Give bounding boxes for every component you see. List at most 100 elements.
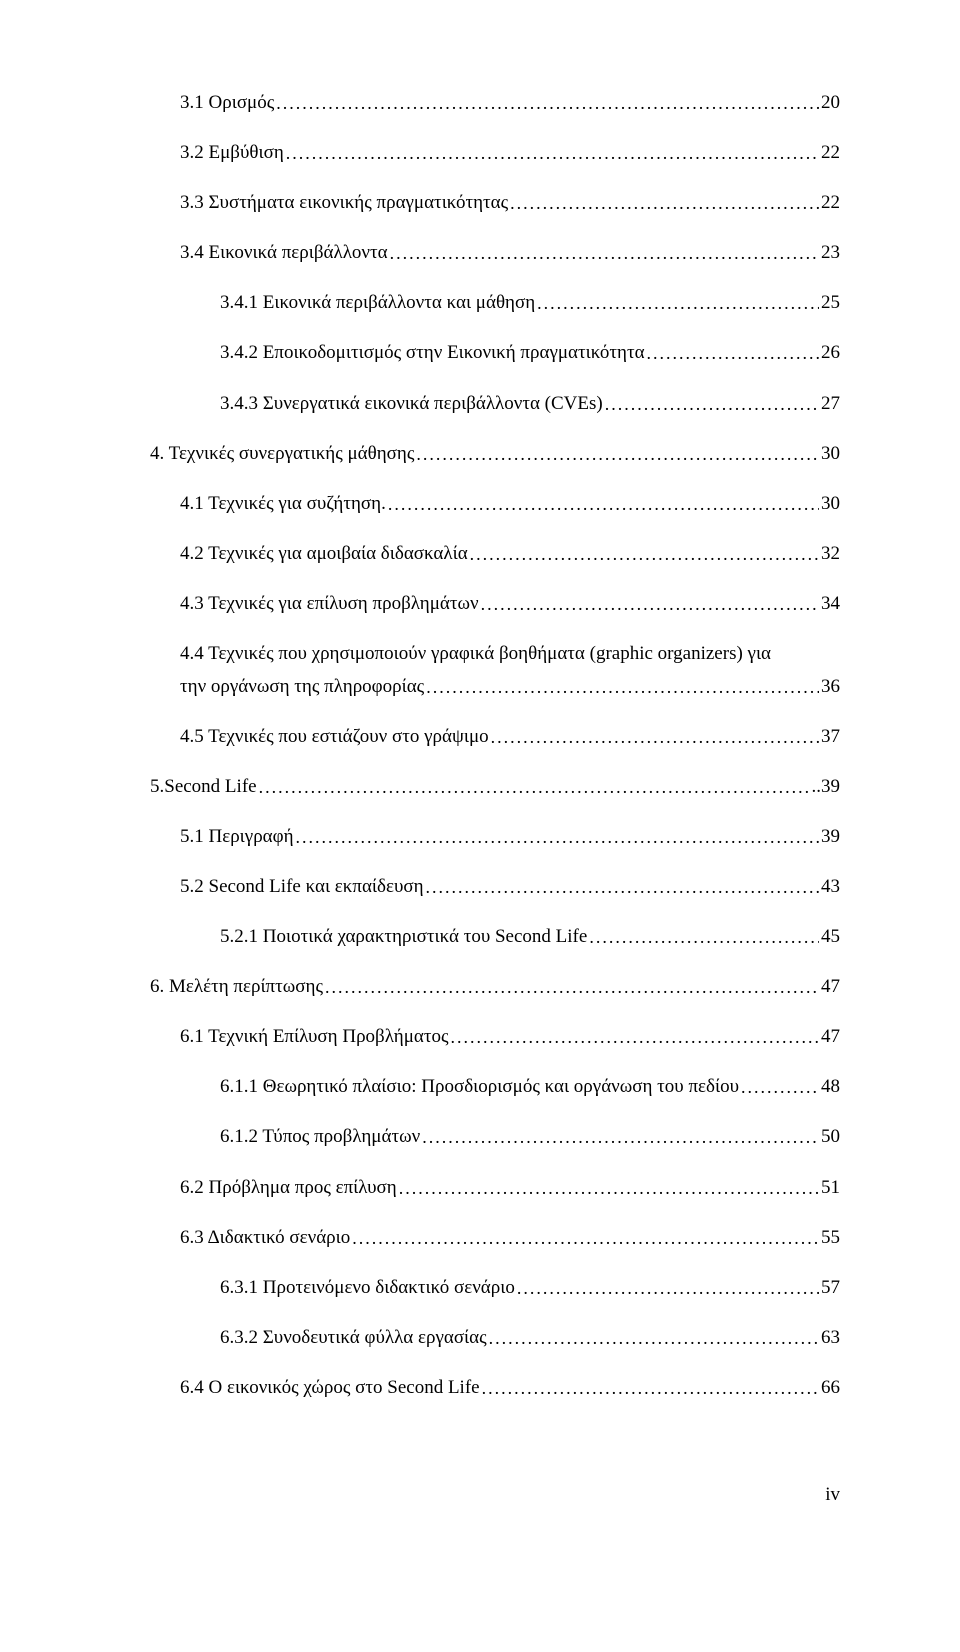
toc-page: 43 [821, 874, 840, 901]
toc-label: 4.4 Τεχνικές που χρησιμοποιούν γραφικά β… [180, 641, 840, 668]
toc-leader [537, 291, 819, 316]
toc-leader [286, 141, 819, 166]
toc-label: 3.3 Συστήματα εικονικής πραγματικότητας [180, 190, 508, 217]
toc-leader [388, 492, 819, 517]
toc-label: 5.Second Life [150, 774, 257, 801]
toc-page: 45 [821, 924, 840, 951]
toc-entry: 3.3 Συστήματα εικονικής πραγματικότητας 2… [150, 190, 840, 217]
toc-entry-line2: την οργάνωση της πληροφορίας 36 [180, 674, 840, 701]
toc-label: 6.2 Πρόβλημα προς επίλυση [180, 1175, 397, 1202]
toc-entry: 4.5 Τεχνικές που εστιάζουν στο γράψιμο 37 [150, 724, 840, 751]
toc-entry: 5.2.1 Ποιοτικά χαρακτηριστικά του Second… [150, 924, 840, 951]
toc-label: 3.4.3 Συνεργατικά εικονικά περιβάλλοντα … [220, 391, 603, 418]
toc-page: 25 [821, 290, 840, 317]
toc-page: 47 [821, 974, 840, 1001]
toc-page: 30 [821, 491, 840, 518]
toc-leader [517, 1276, 819, 1301]
toc-leader [647, 341, 819, 366]
toc-leader [489, 1326, 819, 1351]
toc-entry: 6.1.1 Θεωρητικό πλαίσιο: Προσδιορισμός κ… [150, 1074, 840, 1101]
toc-page: 22 [821, 190, 840, 217]
toc-label: 4.1 Τεχνικές για συζήτηση. [180, 491, 386, 518]
toc-entry: 4. Τεχνικές συνεργατικής μάθησης 30 [150, 441, 840, 468]
toc-entry: 5.1 Περιγραφή 39 [150, 824, 840, 851]
toc-entry: 6.4 Ο εικονικός χώρος στο Second Life 66 [150, 1375, 840, 1402]
toc-label: 4. Τεχνικές συνεργατικής μάθησης [150, 441, 414, 468]
toc-leader [390, 241, 819, 266]
toc-entry: 5.2 Second Life και εκπαίδευση 43 [150, 874, 840, 901]
toc-label: 4.2 Τεχνικές για αμοιβαία διδασκαλία [180, 541, 468, 568]
toc-entry: 4.3 Τεχνικές για επίλυση προβλημάτων 34 [150, 591, 840, 618]
toc-page: 22 [821, 140, 840, 167]
toc-page: 47 [821, 1024, 840, 1051]
toc-entry: 3.1 Ορισμός20 [150, 90, 840, 117]
toc-page: 51 [821, 1175, 840, 1202]
toc-label: 4.3 Τεχνικές για επίλυση προβλημάτων [180, 591, 479, 618]
toc-page: 20 [821, 90, 840, 117]
toc-entry: 6.3.1 Προτεινόμενο διδακτικό σενάριο 57 [150, 1275, 840, 1302]
toc-label: 6.1.1 Θεωρητικό πλαίσιο: Προσδιορισμός κ… [220, 1074, 739, 1101]
toc-page: 37 [821, 724, 840, 751]
toc-label: 5.1 Περιγραφή [180, 824, 294, 851]
toc-label: 5.2.1 Ποιοτικά χαρακτηριστικά του Second… [220, 924, 587, 951]
toc-label: 3.4.2 Εποικοδομιτισμός στην Εικονική πρα… [220, 340, 645, 367]
toc-entry: 6.3.2 Συνοδευτικά φύλλα εργασίας63 [150, 1325, 840, 1352]
toc-leader [605, 392, 819, 417]
toc-leader [422, 1125, 819, 1150]
toc-page: 57 [821, 1275, 840, 1302]
toc-entry: 3.4.3 Συνεργατικά εικονικά περιβάλλοντα … [150, 391, 840, 418]
toc-page: 26 [821, 340, 840, 367]
page-footer: iv [150, 1482, 840, 1509]
toc-entry: 6.3 Διδακτικό σενάριο55 [150, 1225, 840, 1252]
toc-label: 6.1.2 Τύπος προβλημάτων [220, 1124, 420, 1151]
toc-label: 6.1 Τεχνική Επίλυση Προβλήματος [180, 1024, 449, 1051]
toc-leader [451, 1025, 820, 1050]
toc-leader [510, 191, 819, 216]
toc-leader [481, 592, 819, 617]
toc-entry: 5.Second Life ..39 [150, 774, 840, 801]
toc-label: 5.2 Second Life και εκπαίδευση [180, 874, 424, 901]
toc-label: 3.4.1 Εικονικά περιβάλλοντα και μάθηση [220, 290, 535, 317]
toc-leader [325, 975, 819, 1000]
toc-label: 6.3.2 Συνοδευτικά φύλλα εργασίας [220, 1325, 487, 1352]
toc-leader [352, 1226, 819, 1251]
toc-page: 48 [821, 1074, 840, 1101]
toc-leader [482, 1376, 819, 1401]
toc-label: την οργάνωση της πληροφορίας [180, 674, 424, 701]
toc-leader [416, 442, 819, 467]
toc-page: 36 [821, 674, 840, 701]
toc-entry: 4.2 Τεχνικές για αμοιβαία διδασκαλία 32 [150, 541, 840, 568]
toc-entry: 6.2 Πρόβλημα προς επίλυση 51 [150, 1175, 840, 1202]
toc-label: 3.4 Εικονικά περιβάλλοντα [180, 240, 388, 267]
toc-entry: 6.1.2 Τύπος προβλημάτων50 [150, 1124, 840, 1151]
toc-leader [426, 675, 819, 700]
toc-entry: 6. Μελέτη περίπτωσης 47 [150, 974, 840, 1001]
toc-page: 30 [821, 441, 840, 468]
toc-leader [470, 542, 819, 567]
toc-label: 6.3.1 Προτεινόμενο διδακτικό σενάριο [220, 1275, 515, 1302]
toc-page: 27 [821, 391, 840, 418]
toc-label: 6.3 Διδακτικό σενάριο [180, 1225, 350, 1252]
toc-page: ..39 [812, 774, 841, 801]
toc-entry: 3.4 Εικονικά περιβάλλοντα 23 [150, 240, 840, 267]
toc-label: 3.2 Εμβύθιση [180, 140, 284, 167]
toc-entry: 3.2 Εμβύθιση 22 [150, 140, 840, 167]
toc-leader [589, 925, 819, 950]
toc-entry: 3.4.2 Εποικοδομιτισμός στην Εικονική πρα… [150, 340, 840, 367]
toc-label: 4.5 Τεχνικές που εστιάζουν στο γράψιμο [180, 724, 489, 751]
toc-page: 34 [821, 591, 840, 618]
toc-label: 6. Μελέτη περίπτωσης [150, 974, 323, 1001]
toc-leader [426, 875, 819, 900]
toc-page: 66 [821, 1375, 840, 1402]
toc-label: 6.4 Ο εικονικός χώρος στο Second Life [180, 1375, 480, 1402]
toc-leader [259, 775, 810, 800]
toc-list: 3.1 Ορισμός203.2 Εμβύθιση223.3 Συστήματα… [150, 90, 840, 1402]
toc-leader [276, 91, 819, 116]
toc-entry: 4.4 Τεχνικές που χρησιμοποιούν γραφικά β… [150, 641, 840, 700]
toc-page: 32 [821, 541, 840, 568]
toc-leader [491, 725, 819, 750]
toc-page: 23 [821, 240, 840, 267]
page-number: iv [825, 1484, 840, 1505]
toc-entry: 3.4.1 Εικονικά περιβάλλοντα και μάθηση 25 [150, 290, 840, 317]
toc-page: 39 [821, 824, 840, 851]
